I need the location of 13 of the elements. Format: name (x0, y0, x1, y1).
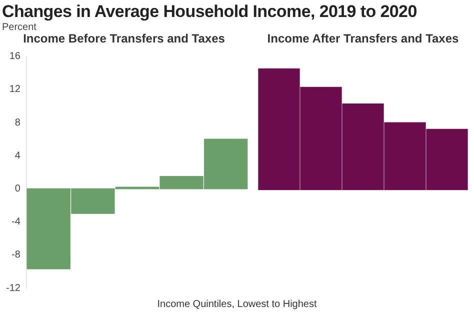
y-tick-label: -8 (12, 250, 21, 261)
y-tick-label: 16 (9, 51, 21, 62)
y-tick-label: -4 (12, 216, 21, 228)
y-tick-label: 4 (14, 150, 21, 162)
y-tick-label: -12 (6, 282, 21, 294)
chart-title: Income Before Transfers and Taxes (23, 32, 226, 46)
y-axis-title: Percent (2, 22, 36, 33)
x-axis-title: Income Quintiles, Lowest to Highest (156, 299, 318, 310)
text: Changes in Average Household Income, 2019 to 2020 (2, 2, 417, 22)
chart-title: Income After Transfers and Taxes (267, 32, 460, 46)
y-tick-label: 12 (9, 84, 21, 96)
y-tick-label: 8 (14, 117, 21, 128)
y-tick-label: 0 (14, 183, 21, 194)
